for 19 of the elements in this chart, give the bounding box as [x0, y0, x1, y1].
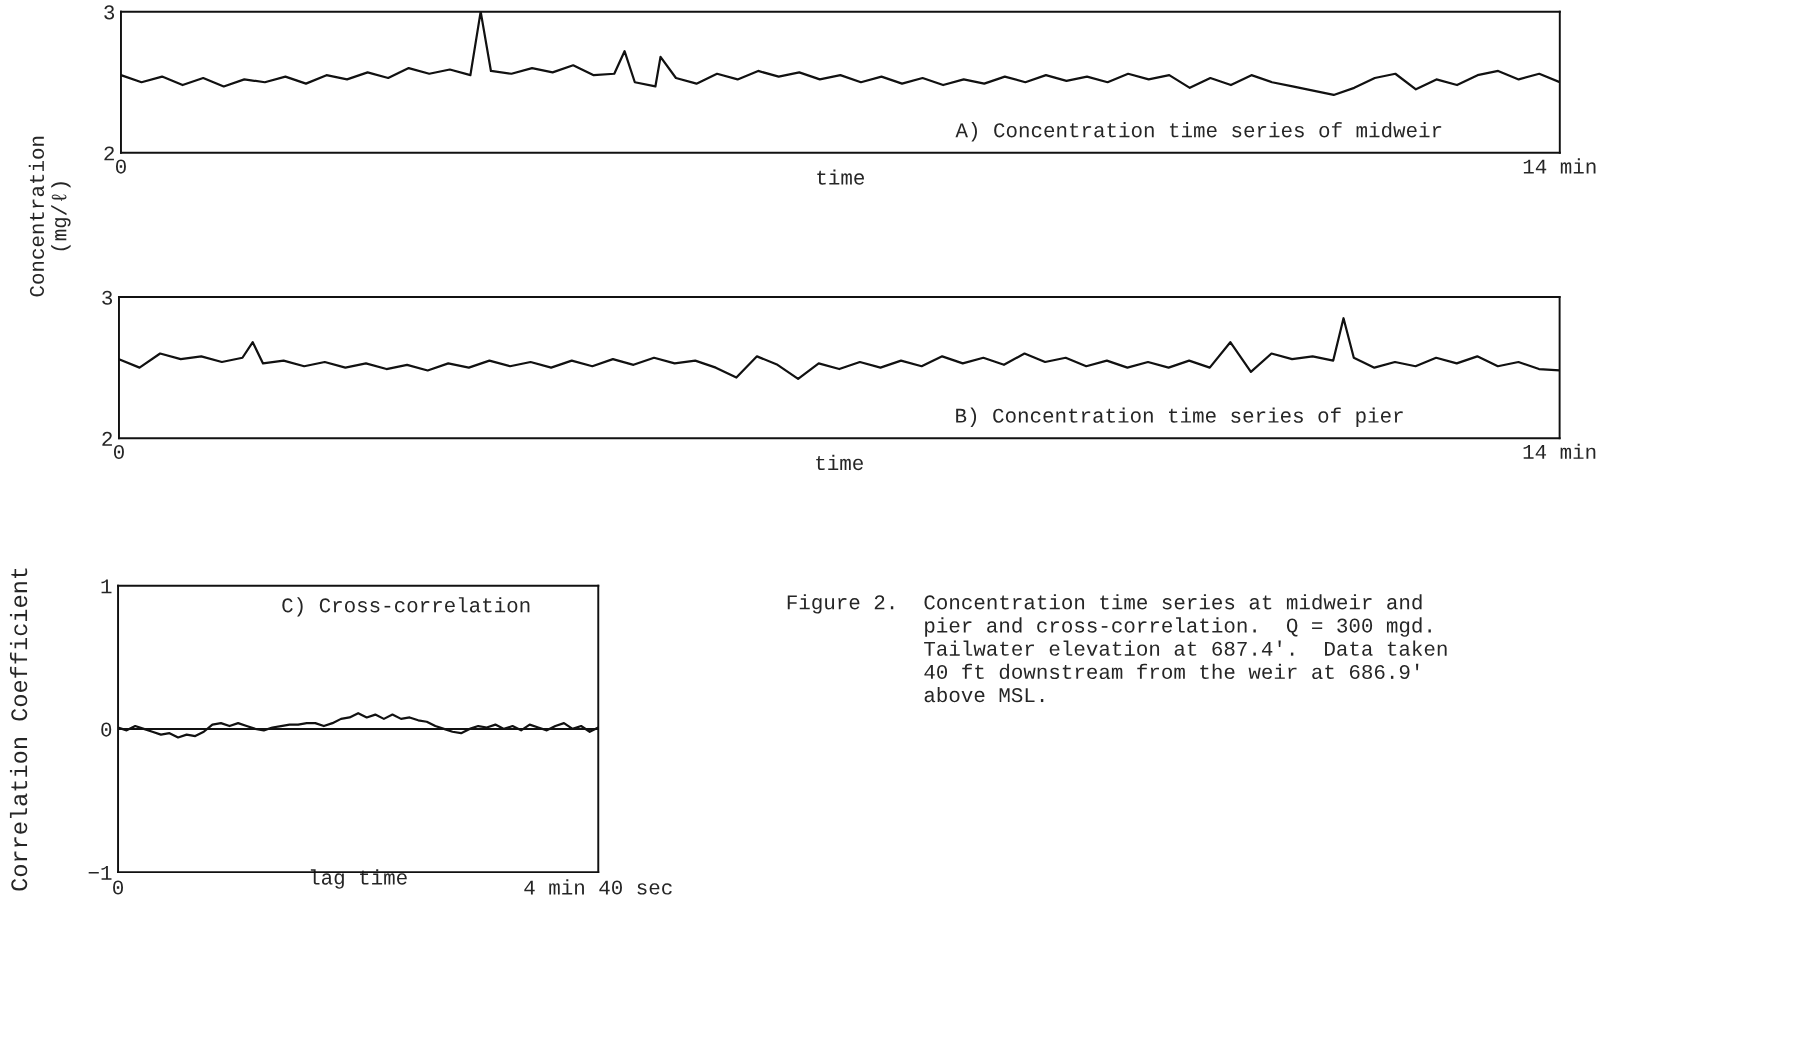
y-tick-label: 2 — [104, 146, 114, 161]
y-tick-label: 0 — [101, 722, 112, 737]
y-axis-title: Correlation Coefficient — [9, 568, 28, 891]
y-tick-label: 1 — [101, 579, 112, 594]
y-tick-label: 3 — [104, 5, 115, 20]
x-tick-label: 14 min — [1523, 443, 1596, 459]
y-tick-label: −1 — [88, 865, 112, 880]
x-axis-title: time — [817, 169, 865, 185]
x-tick-label: 14 min — [1523, 158, 1596, 174]
x-axis-title: time — [816, 454, 863, 471]
annotation: C) Cross-correlation — [282, 597, 530, 617]
text: 4 min 40 sec — [524, 879, 672, 895]
y-tick-label: 2 — [102, 431, 112, 446]
annotation: B) Concentration time series of pier — [956, 407, 1403, 427]
caption: Figure 2. Concentration time series at midweir and pier and cross-correlation. Q = 300 mgd. Tailwater elevation at 687.4'. Data taken 40 ft downstream from the weir at 686.9' above MSL. — [787, 594, 1447, 703]
x-axis-title: lag time — [310, 869, 407, 889]
y-tick-label: 3 — [102, 290, 113, 305]
annotation: A) Concentration time series of midweir — [955, 122, 1442, 142]
y-axis-title: Concentration (mg/ℓ) — [28, 136, 71, 297]
